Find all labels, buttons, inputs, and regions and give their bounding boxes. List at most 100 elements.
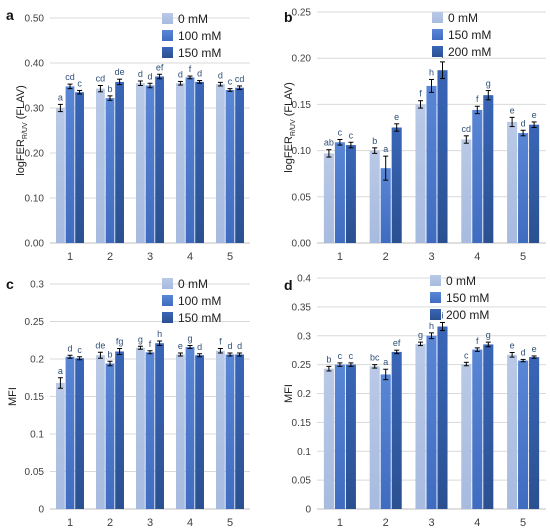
x-tick-label: 2 (383, 251, 389, 263)
legend-swatch (162, 278, 173, 289)
y-tick-label: 0.50 (25, 14, 45, 25)
significance-letter: cd (65, 72, 75, 82)
x-tick-label: 4 (474, 251, 480, 263)
y-axis-label: logFERR/UV (FLAV) (283, 82, 297, 173)
significance-letter: b (372, 136, 377, 146)
significance-letter: f (219, 337, 222, 347)
significance-letter: fg (116, 337, 124, 347)
bar (426, 335, 437, 509)
significance-letter: a (58, 92, 63, 102)
bar (380, 374, 391, 509)
significance-letter: f (149, 339, 152, 349)
legend-swatch (162, 312, 173, 323)
x-tick-label: 3 (147, 251, 153, 263)
x-tick-label: 2 (383, 517, 389, 529)
bar (75, 92, 84, 243)
significance-letter: g (486, 79, 491, 89)
y-tick-label: 0.1 (297, 447, 311, 458)
bar (461, 139, 472, 243)
legend-label: 150 mM (178, 46, 221, 60)
significance-letter: c (349, 351, 354, 361)
significance-letter: c (464, 350, 469, 360)
x-tick-label: 1 (67, 517, 73, 529)
bar (225, 90, 235, 243)
significance-letter: g (486, 330, 491, 340)
significance-letter: d (218, 70, 223, 80)
bar (529, 357, 540, 509)
significance-letter: h (157, 329, 162, 339)
legend-swatch (432, 12, 443, 23)
bar (507, 354, 518, 509)
legend-label: 200 mM (446, 308, 489, 322)
significance-letter: c (77, 78, 82, 88)
y-axis-label-main: MFI (283, 384, 295, 403)
significance-letter: cd (235, 74, 245, 84)
significance-letter: e (532, 110, 537, 120)
bar (115, 351, 124, 509)
legend-swatch (430, 292, 441, 303)
y-tick-label: 0.35 (292, 302, 312, 313)
significance-letter: d (197, 69, 202, 79)
legend-label: 200 mM (448, 45, 491, 59)
bar (391, 127, 402, 243)
legend-swatch (162, 47, 173, 58)
y-tick-label: 0.00 (292, 239, 312, 250)
legend-swatch (430, 275, 441, 286)
legend-swatch (162, 30, 173, 41)
x-tick-label: 3 (428, 251, 434, 263)
y-axis-label-main: logFER (283, 136, 295, 173)
legend-swatch (162, 13, 173, 24)
significance-letter: c (228, 77, 233, 87)
y-tick-label: 0.2 (297, 389, 311, 400)
significance-letter: a (58, 366, 63, 376)
significance-letter: cd (462, 124, 472, 134)
significance-letter: d (197, 342, 202, 352)
significance-letter: c (349, 130, 354, 140)
bar (345, 364, 356, 509)
x-tick-label: 3 (147, 517, 153, 529)
x-tick-label: 4 (474, 517, 480, 529)
significance-letter: g (418, 330, 423, 340)
y-tick-label: 0.00 (25, 239, 45, 250)
y-tick-label: 0.05 (292, 476, 312, 487)
bar (56, 108, 65, 243)
y-axis-label: MFI (7, 387, 19, 406)
y-tick-label: 0 (305, 505, 311, 516)
x-tick-label: 4 (187, 251, 193, 263)
significance-letter: f (476, 94, 479, 104)
bar (380, 168, 391, 243)
bar (483, 95, 494, 243)
y-tick-label: 0.4 (297, 274, 311, 285)
significance-letter: d (67, 343, 72, 353)
bar (461, 364, 472, 509)
bar (483, 344, 494, 509)
y-tick-label: 0.10 (292, 146, 312, 157)
legend-swatch (432, 46, 443, 57)
bar (136, 83, 145, 243)
bar (195, 355, 204, 509)
y-tick-label: 0.2 (30, 355, 44, 366)
significance-letter: ef (393, 338, 401, 348)
legend-label: 0 mM (178, 12, 208, 26)
bar (225, 354, 235, 509)
bar (216, 84, 225, 244)
significance-letter: b (326, 354, 331, 364)
y-tick-label: 0.10 (25, 194, 45, 205)
x-tick-label: 5 (520, 517, 526, 529)
significance-letter: d (237, 341, 242, 351)
bar (426, 85, 437, 243)
panel-label: a (6, 7, 14, 23)
bar (518, 133, 529, 243)
significance-letter: h (429, 321, 434, 331)
panel-label: b (284, 9, 293, 25)
y-axis-label-main: MFI (7, 387, 19, 406)
bar (369, 150, 380, 243)
y-tick-label: 0.3 (297, 331, 311, 342)
significance-letter: i (441, 310, 443, 320)
bar (216, 350, 225, 509)
significance-letter: e (394, 112, 399, 122)
significance-letter: c (338, 351, 343, 361)
significance-letter: d (521, 118, 526, 128)
y-axis-label: logFERR/UV (FLAV) (15, 85, 29, 176)
bar (115, 81, 124, 244)
